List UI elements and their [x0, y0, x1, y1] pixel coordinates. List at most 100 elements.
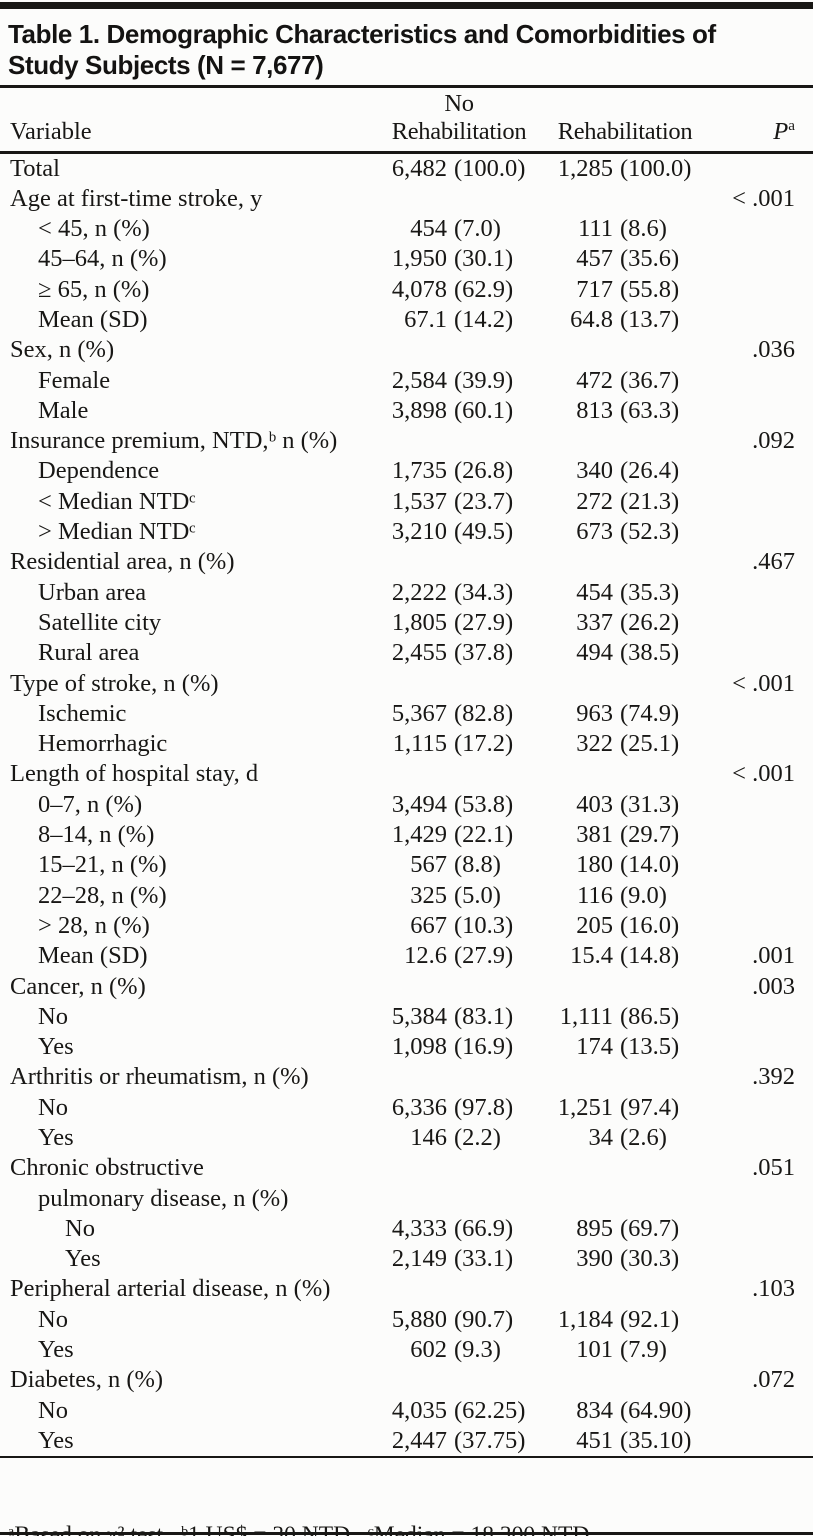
p-value [695, 850, 795, 880]
rehabilitation-percent [613, 669, 695, 699]
table-row: Diabetes, n (%) .072 [0, 1365, 813, 1395]
rehabilitation-count: 1,111 [559, 1002, 613, 1030]
p-value [695, 305, 795, 335]
no-rehabilitation-count: 2,149 [391, 1245, 447, 1273]
p-value: < .001 [732, 669, 795, 697]
table-row: Age at first-time stroke, y < .001 [0, 184, 813, 214]
row-label: Rural area [38, 639, 140, 667]
rehabilitation-count: 494 [576, 639, 613, 667]
rule-under-header [0, 151, 813, 154]
no-rehabilitation-percent [447, 1184, 533, 1214]
p-value [695, 366, 795, 396]
table-row: > Median NTDᶜ 3,210 (49.5) 673 (52.3) [0, 517, 813, 547]
table-row: Type of stroke, n (%) < .001 [0, 669, 813, 699]
row-label: 22–28, n (%) [38, 881, 167, 909]
rehabilitation-percent: (36.7) [620, 366, 680, 394]
no-rehabilitation-count: 4,035 [391, 1396, 447, 1424]
rehabilitation-percent [613, 547, 695, 577]
no-rehabilitation-count [385, 759, 447, 789]
row-label: Chronic obstructive [10, 1154, 204, 1182]
row-label: Yes [65, 1245, 101, 1273]
rehabilitation-count [533, 1365, 613, 1395]
table-row: Mean (SD) 67.1 (14.2) 64.8 (13.7) [0, 305, 813, 335]
rehabilitation-count: 963 [576, 699, 613, 727]
rehabilitation-count [533, 1062, 613, 1092]
rehabilitation-count: 1,184 [557, 1305, 613, 1333]
no-rehabilitation-count: 6,482 [391, 154, 447, 182]
rehabilitation-count: 322 [576, 730, 613, 758]
table-title-line2: Study Subjects (N = 7,677) [8, 50, 324, 80]
no-rehabilitation-percent [447, 1062, 533, 1092]
no-rehabilitation-count: 2,584 [391, 366, 447, 394]
row-label: Urban area [38, 578, 147, 606]
p-value [695, 487, 795, 517]
rehabilitation-count: 180 [576, 851, 613, 879]
rehabilitation-count: 717 [576, 275, 613, 303]
no-rehabilitation-percent: (90.7) [454, 1305, 514, 1333]
row-label: Age at first-time stroke, y [10, 184, 263, 212]
row-label: No [38, 1305, 68, 1333]
table-title-line1: Table 1. Demographic Characteristics and… [8, 19, 716, 49]
table-row: 0–7, n (%) 3,494 (53.8) 403 (31.3) [0, 790, 813, 820]
no-rehabilitation-percent [447, 184, 533, 214]
p-italic: P [773, 118, 789, 145]
no-rehabilitation-percent: (97.8) [454, 1093, 514, 1121]
no-rehabilitation-count: 1,950 [391, 245, 447, 273]
table-row: No 4,035 (62.25) 834 (64.90) [0, 1396, 813, 1426]
no-rehabilitation-percent: (33.1) [454, 1245, 514, 1273]
no-rehabilitation-count [385, 1062, 447, 1092]
p-value [695, 790, 795, 820]
rehabilitation-count: 673 [576, 518, 613, 546]
p-value [695, 1305, 795, 1335]
p-value [695, 729, 795, 759]
table-row: No 4,333 (66.9) 895 (69.7) [0, 1214, 813, 1244]
rehabilitation-count [533, 335, 613, 365]
table-header-row: Variable No Rehabilitation Rehabilitatio… [0, 88, 813, 151]
table-body: Total 6,482 (100.0) 1,285 (100.0) Age at firs… [0, 154, 813, 1457]
no-rehabilitation-percent: (22.1) [454, 821, 514, 849]
no-rehabilitation-count: 5,367 [391, 699, 447, 727]
no-rehabilitation-count [385, 1274, 447, 1304]
p-value [695, 911, 795, 941]
rehabilitation-percent: (13.7) [620, 305, 680, 333]
rehabilitation-count: 101 [576, 1336, 613, 1364]
row-label: Arthritis or rheumatism, n (%) [10, 1063, 309, 1091]
rehabilitation-count: 205 [576, 911, 613, 939]
rehabilitation-count [533, 759, 613, 789]
rehabilitation-percent: (26.2) [620, 608, 680, 636]
no-rehabilitation-count: 2,447 [391, 1426, 447, 1454]
row-label: No [65, 1214, 95, 1242]
table-title: Table 1. Demographic Characteristics and… [0, 9, 813, 85]
p-value [695, 820, 795, 850]
column-header-rehabilitation: Rehabilitation [557, 118, 693, 145]
rehabilitation-count: 390 [576, 1245, 613, 1273]
rehabilitation-count: 34 [588, 1124, 614, 1151]
table-row: Total 6,482 (100.0) 1,285 (100.0) [0, 154, 813, 184]
rehabilitation-count [533, 1184, 613, 1214]
row-label: > 28, n (%) [38, 911, 150, 939]
rehabilitation-percent: (97.4) [620, 1093, 680, 1121]
row-label: pulmonary disease, n (%) [38, 1184, 289, 1212]
table-row: Satellite city 1,805 (27.9) 337 (26.2) [0, 608, 813, 638]
no-rehabilitation-percent: (8.8) [454, 851, 501, 879]
row-label: Hemorrhagic [38, 730, 168, 758]
no-rehabilitation-count: 1,537 [391, 487, 447, 515]
p-superscript-a: a [788, 116, 795, 134]
row-label: Yes [38, 1426, 74, 1454]
p-value [695, 275, 795, 305]
rehabilitation-count: 174 [576, 1033, 613, 1061]
rehabilitation-count [533, 972, 613, 1002]
p-value [695, 396, 795, 426]
p-value [695, 244, 795, 274]
rehabilitation-count: 403 [576, 790, 613, 818]
p-value [695, 638, 795, 668]
p-value [695, 881, 795, 911]
table-row: Residential area, n (%) .467 [0, 547, 813, 577]
table-row: pulmonary disease, n (%) [0, 1184, 813, 1214]
p-value [695, 1214, 795, 1244]
rehabilitation-percent: (21.3) [620, 487, 680, 515]
no-rehabilitation-percent: (7.0) [454, 215, 501, 243]
rehabilitation-count: 116 [577, 881, 613, 909]
rehabilitation-count: 457 [576, 245, 613, 273]
table-row: 15–21, n (%) 567 (8.8) 180 (14.0) [0, 850, 813, 880]
